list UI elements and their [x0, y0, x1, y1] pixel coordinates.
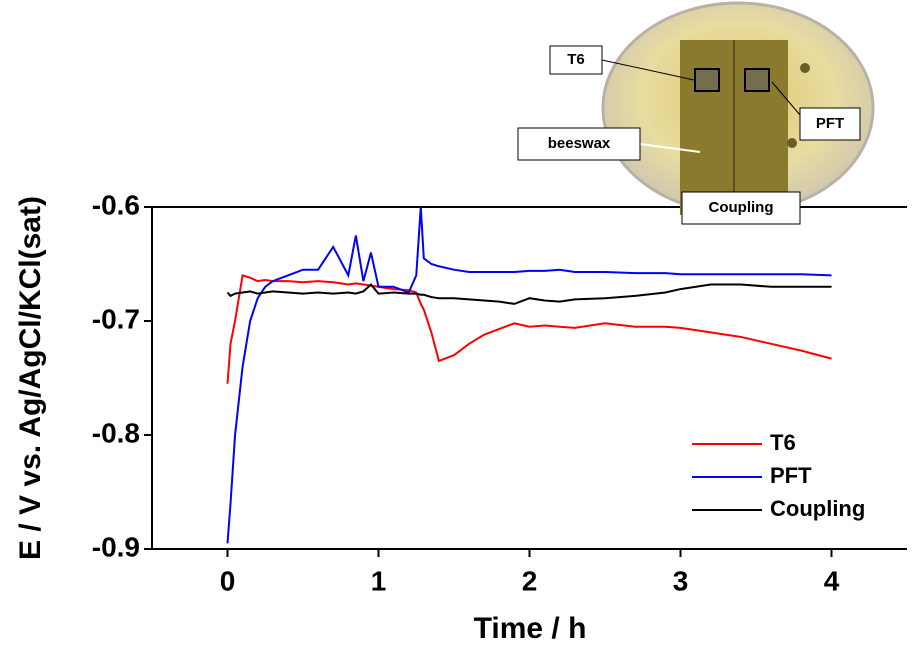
label-box	[549, 45, 603, 75]
hole	[800, 63, 810, 73]
x-tick-label: 3	[673, 565, 689, 596]
label-box	[799, 107, 861, 141]
inset-label: PFT	[816, 115, 844, 132]
pft-window	[744, 68, 770, 92]
legend-label: PFT	[770, 463, 812, 488]
label-box	[681, 191, 801, 225]
inset-photo: T6 PFT beeswax Coupling	[517, 1, 875, 225]
x-tick-label: 0	[220, 565, 236, 596]
x-axis-title: Time / h	[474, 612, 587, 645]
arrow	[601, 59, 695, 81]
arrow	[639, 143, 701, 153]
inset-label: T6	[567, 51, 585, 68]
label-box	[517, 127, 641, 161]
arrow	[771, 81, 801, 116]
legend-label: Coupling	[770, 496, 865, 521]
inset-label: beeswax	[548, 135, 611, 152]
series-line	[226, 206, 832, 544]
y-tick-label: -0.8	[92, 417, 140, 448]
y-tick-label: -0.6	[92, 189, 140, 220]
x-tick-label: 2	[522, 565, 538, 596]
t6-window	[694, 68, 720, 92]
y-tick-label: -0.7	[92, 303, 140, 334]
hole	[787, 138, 797, 148]
inset-label: Coupling	[709, 199, 774, 216]
y-tick-label: -0.9	[92, 531, 140, 562]
series-line	[226, 283, 832, 305]
plot-area: -0.9 -0.8 -0.7 -0.6 0 1 2 3 4 T6 PFT Coupling	[92, 189, 907, 596]
legend-label: T6	[770, 430, 796, 455]
y-axis-title: E / V vs. Ag/AgCl/KCl(sat)	[14, 196, 47, 560]
x-tick-label: 1	[371, 565, 387, 596]
x-tick-label: 4	[824, 565, 840, 596]
